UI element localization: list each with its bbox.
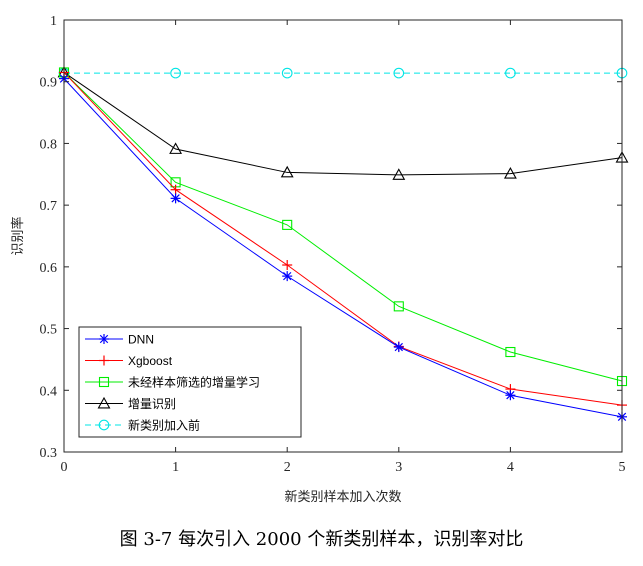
data-point [505, 390, 516, 401]
data-point [392, 168, 406, 180]
legend-label: DNN [128, 333, 154, 347]
data-point [170, 67, 181, 79]
series-line [63, 72, 623, 406]
data-point [170, 193, 181, 204]
y-tick-label: 1 [50, 14, 57, 29]
legend-marker [99, 334, 109, 344]
data-point [393, 342, 404, 353]
legend-label: Xgboost [128, 354, 173, 368]
data-point [393, 67, 405, 79]
x-tick-label: 3 [395, 460, 402, 475]
legend-item: DNN [85, 333, 154, 347]
data-point [282, 271, 293, 282]
series-line [63, 72, 623, 176]
y-tick-label: 0.3 [40, 446, 58, 461]
legend-item: 增量识别 [85, 396, 176, 411]
x-tick-label: 1 [172, 460, 179, 475]
series-layer [57, 65, 629, 422]
series-1 [59, 73, 627, 422]
legend-item: 新类别加入前 [85, 418, 200, 433]
y-axis-label: 识别率 [10, 216, 26, 255]
legend-label: 未经样本筛选的增量学习 [128, 375, 260, 390]
axes-box [63, 19, 623, 453]
axes-layer: 0 1 2 3 4 5 0.3 0.4 0.5 0.6 0.7 0.8 0.9 1 [40, 14, 626, 475]
data-point [282, 219, 293, 230]
legend-marker [97, 396, 111, 409]
data-point [170, 184, 181, 195]
series-line [63, 78, 623, 418]
legend-marker [98, 376, 110, 388]
legend-label: 新类别加入前 [128, 418, 200, 433]
y-tick-label: 0.4 [40, 384, 58, 399]
y-tick-label: 0.7 [40, 199, 58, 214]
legend-item: Xgboost [85, 354, 173, 368]
data-point [169, 142, 183, 154]
x-tick-label: 0 [61, 460, 68, 475]
data-point [280, 165, 294, 178]
y-tick-label: 0.5 [40, 323, 58, 338]
y-tick-label: 0.8 [40, 137, 58, 152]
legend-item: 未经样本筛选的增量学习 [85, 375, 260, 390]
figure-caption: 图 3-7 每次引入 2000 个新类别样本，识别率对比 [119, 529, 524, 550]
legend-marker [99, 355, 109, 366]
x-axis-label: 新类别样本加入次数 [284, 489, 401, 505]
y-tick-label: 0.6 [40, 261, 58, 276]
x-tick-label: 5 [619, 460, 626, 475]
data-point [282, 260, 293, 271]
x-tick-label: 4 [507, 460, 514, 475]
legend-marker [98, 419, 110, 431]
data-point [505, 67, 516, 79]
data-point [503, 167, 517, 179]
data-point [505, 346, 516, 358]
series-line [63, 72, 623, 382]
data-point [281, 67, 293, 79]
y-tick-label: 0.9 [40, 76, 58, 91]
line-chart: 0 1 2 3 4 5 0.3 0.4 0.5 0.6 0.7 0.8 0.9 1 新类别样本加入次数 识… [10, 14, 629, 505]
x-tick-label: 2 [284, 460, 291, 475]
legend-label: 增量识别 [128, 397, 176, 411]
data-point [393, 301, 404, 312]
